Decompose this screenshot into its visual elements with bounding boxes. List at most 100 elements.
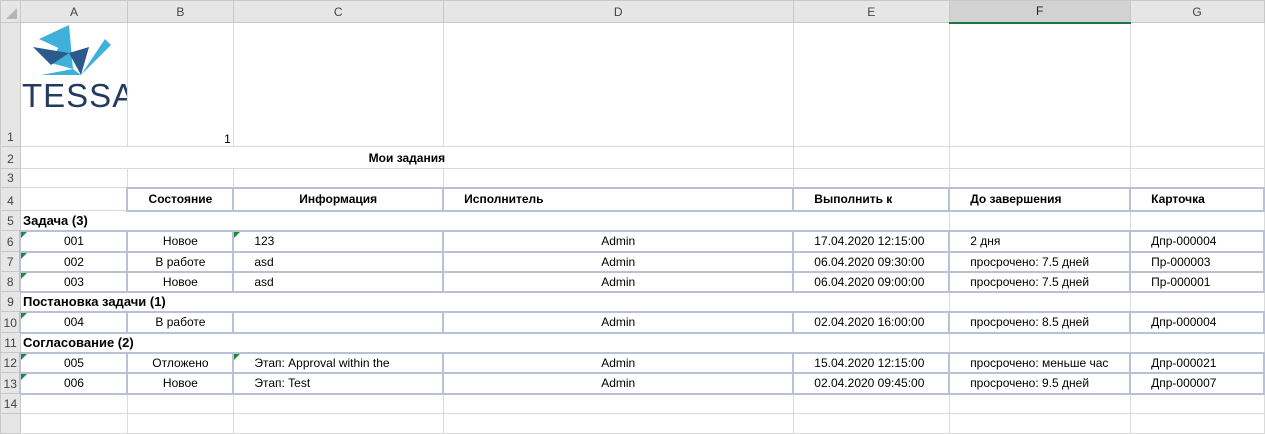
column-header-g[interactable]: G <box>1129 0 1265 23</box>
task-state[interactable]: В работе <box>126 250 235 273</box>
cell[interactable] <box>126 168 234 188</box>
cell[interactable] <box>19 187 128 211</box>
task-number[interactable]: 003 <box>19 270 129 293</box>
task-due[interactable]: 15.04.2020 12:15:00 <box>792 351 951 374</box>
column-title[interactable]: Выполнить к <box>792 186 951 212</box>
task-state[interactable]: Отложено <box>126 351 235 374</box>
task-number[interactable]: 005 <box>19 351 129 374</box>
task-info[interactable] <box>232 310 445 334</box>
column-title[interactable]: Информация <box>232 186 445 212</box>
task-card[interactable]: Дпр-000004 <box>1129 229 1265 253</box>
task-card[interactable]: Дпр-000007 <box>1129 371 1265 395</box>
column-header-d[interactable]: D <box>442 0 794 23</box>
row-header-4[interactable]: 4 <box>0 187 21 211</box>
task-info[interactable]: asd <box>232 250 445 273</box>
column-header-a[interactable]: A <box>19 0 128 23</box>
column-title[interactable]: Исполнитель <box>442 186 795 212</box>
task-number[interactable]: 002 <box>19 250 129 273</box>
task-executor[interactable]: Admin <box>442 310 795 334</box>
cell[interactable] <box>792 168 950 188</box>
row-header-6[interactable]: 6 <box>0 230 21 252</box>
task-info[interactable]: 123 <box>232 229 445 253</box>
group-header[interactable]: Согласование (2) <box>19 332 950 353</box>
row-header-10[interactable]: 10 <box>0 311 21 333</box>
task-state[interactable]: Новое <box>126 270 235 293</box>
row-header-1[interactable]: 1 <box>0 22 21 147</box>
task-card[interactable]: Пр-000001 <box>1129 270 1265 293</box>
cell[interactable] <box>442 168 794 188</box>
cell[interactable] <box>19 168 128 188</box>
task-time-left[interactable]: 2 дня <box>948 229 1132 253</box>
task-due[interactable]: 17.04.2020 12:15:00 <box>792 229 951 253</box>
column-header-b[interactable]: B <box>126 0 234 23</box>
row-header-2[interactable]: 2 <box>0 146 21 169</box>
row-header-12[interactable]: 12 <box>0 352 21 373</box>
cell[interactable] <box>948 393 1131 414</box>
cell[interactable] <box>1129 210 1265 231</box>
row-header-9[interactable]: 9 <box>0 291 21 312</box>
task-info[interactable]: asd <box>232 270 445 293</box>
task-executor[interactable]: Admin <box>442 229 795 253</box>
cell-b1[interactable]: 1 <box>126 22 234 147</box>
cell[interactable] <box>1129 332 1265 353</box>
cell[interactable] <box>126 393 234 414</box>
group-header[interactable]: Задача (3) <box>19 210 950 231</box>
task-time-left[interactable]: просрочено: меньше час <box>948 351 1132 374</box>
cell[interactable] <box>126 413 234 434</box>
row-header-3[interactable]: 3 <box>0 168 21 188</box>
cell[interactable] <box>442 393 794 414</box>
cell[interactable] <box>1129 146 1265 169</box>
cell[interactable] <box>232 22 444 147</box>
cell[interactable] <box>232 413 444 434</box>
row-header[interactable] <box>0 413 21 434</box>
cell[interactable] <box>232 168 444 188</box>
cell-a1[interactable]: TESSA <box>19 22 128 147</box>
column-title[interactable]: Карточка <box>1129 186 1265 212</box>
cell[interactable] <box>1129 168 1265 188</box>
column-header-f[interactable]: F <box>948 0 1131 24</box>
task-executor[interactable]: Admin <box>442 351 795 374</box>
task-card[interactable]: Дпр-000004 <box>1129 310 1265 334</box>
row-header-13[interactable]: 13 <box>0 372 21 394</box>
cell[interactable] <box>948 22 1131 147</box>
cell[interactable] <box>792 393 950 414</box>
row-header-8[interactable]: 8 <box>0 271 21 292</box>
cell[interactable] <box>948 332 1131 353</box>
cell[interactable] <box>948 210 1131 231</box>
task-card[interactable]: Дпр-000021 <box>1129 351 1265 374</box>
cell[interactable] <box>1129 413 1265 434</box>
task-state[interactable]: Новое <box>126 229 235 253</box>
task-time-left[interactable]: просрочено: 8.5 дней <box>948 310 1132 334</box>
cell[interactable] <box>792 146 950 169</box>
cell[interactable] <box>1129 22 1265 147</box>
cell[interactable] <box>792 413 950 434</box>
cell[interactable] <box>442 22 794 147</box>
cell[interactable] <box>1129 291 1265 312</box>
column-header-e[interactable]: E <box>792 0 950 23</box>
task-card[interactable]: Пр-000003 <box>1129 250 1265 273</box>
row-header-14[interactable]: 14 <box>0 393 21 414</box>
task-number[interactable]: 004 <box>19 310 129 334</box>
cell[interactable] <box>948 413 1131 434</box>
task-executor[interactable]: Admin <box>442 270 795 293</box>
task-executor[interactable]: Admin <box>442 250 795 273</box>
task-due[interactable]: 06.04.2020 09:00:00 <box>792 270 951 293</box>
task-time-left[interactable]: просрочено: 7.5 дней <box>948 250 1132 273</box>
column-header-c[interactable]: C <box>232 0 444 23</box>
column-title[interactable]: До завершения <box>948 186 1132 212</box>
task-state[interactable]: В работе <box>126 310 235 334</box>
row-header-11[interactable]: 11 <box>0 332 21 353</box>
task-time-left[interactable]: просрочено: 7.5 дней <box>948 270 1132 293</box>
cell[interactable] <box>1129 393 1265 414</box>
cell[interactable] <box>948 146 1131 169</box>
report-title[interactable]: Мои задания <box>19 146 794 169</box>
task-number[interactable]: 001 <box>19 229 129 253</box>
row-header-5[interactable]: 5 <box>0 210 21 231</box>
task-due[interactable]: 02.04.2020 09:45:00 <box>792 371 951 395</box>
task-number[interactable]: 006 <box>19 371 129 395</box>
task-info[interactable]: Этап: Approval within the <box>232 351 445 374</box>
cell[interactable] <box>232 393 444 414</box>
task-due[interactable]: 06.04.2020 09:30:00 <box>792 250 951 273</box>
cell[interactable] <box>442 413 794 434</box>
